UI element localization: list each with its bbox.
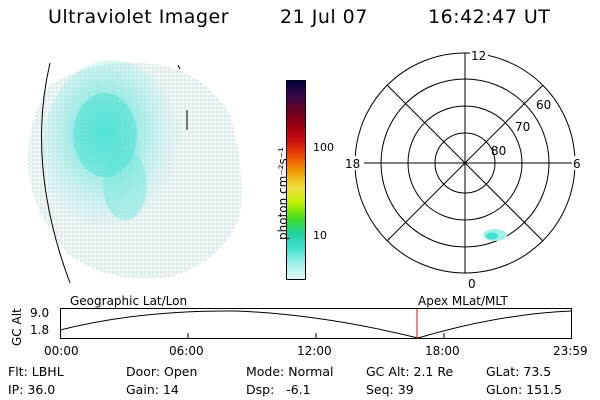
aurora-spot-core — [486, 232, 498, 240]
colorbar-tick-10: 10 — [313, 229, 327, 242]
orbit-x-tick-0600: 06:00 — [169, 344, 204, 358]
orbit-x-tick-1800: 18:00 — [425, 344, 460, 358]
orbit-x-tick-0000: 00:00 — [44, 344, 79, 358]
geographic-image — [28, 60, 242, 284]
lat-label-80: 80 — [491, 144, 506, 158]
ip-info: IP: 36.0 — [8, 382, 56, 397]
colorbar-tick-100: 100 — [313, 141, 334, 154]
label-bg — [470, 47, 488, 61]
orbit-x-tick-1200: 12:00 — [297, 344, 332, 358]
polar-plot: 12 18 6 0 60 70 80 — [342, 47, 584, 290]
mlt-label-12: 12 — [471, 49, 486, 63]
orbit-right-title: Apex MLat/MLT — [418, 294, 508, 308]
tick-mark — [177, 64, 181, 70]
terminator-line — [41, 62, 71, 284]
instrument-title: Ultraviolet Imager — [48, 6, 230, 28]
gc-alt-info: GC Alt: 2.1 Re — [366, 364, 454, 379]
time-label: 16:42:47 UT — [428, 6, 551, 28]
date-label: 21 Jul 07 — [280, 6, 368, 28]
filter-info: Flt: LBHL — [8, 364, 64, 379]
colorbar — [286, 80, 306, 280]
colorbar-unit-label: photon cm⁻²s⁻¹ — [276, 147, 290, 240]
mlt-label-18: 18 — [345, 157, 360, 171]
mlt-label-6: 6 — [573, 157, 581, 171]
orbit-altitude-curve — [60, 310, 572, 339]
door-info: Door: Open — [126, 364, 198, 379]
label-bg — [342, 156, 364, 170]
gain-info: Gain: 14 — [126, 382, 179, 397]
label-bg — [572, 156, 584, 170]
orbit-y-axis-label: GC Alt — [10, 308, 24, 346]
dsp-info: Dsp: -6.1 — [246, 382, 311, 397]
glat-info: GLat: 73.5 — [486, 364, 552, 379]
seq-info: Seq: 39 — [366, 382, 414, 397]
lat-label-70: 70 — [515, 120, 530, 134]
orbit-y-tick-min: 1.8 — [30, 323, 50, 337]
orbit-y-tick-max: 9.0 — [30, 306, 50, 320]
orbit-left-title: Geographic Lat/Lon — [70, 294, 188, 308]
polar-diagonal — [386, 84, 544, 242]
aurora-region — [42, 60, 182, 240]
aurora-core — [73, 93, 137, 177]
aurora-band — [103, 150, 147, 220]
mlt-label-0: 0 — [468, 277, 476, 290]
mode-info: Mode: Normal — [246, 364, 334, 379]
orbit-x-tick-2359: 23:59 — [553, 344, 588, 358]
lat-label-60: 60 — [536, 98, 551, 112]
glon-info: GLon: 151.5 — [486, 382, 562, 397]
orbit-plot — [60, 308, 572, 339]
